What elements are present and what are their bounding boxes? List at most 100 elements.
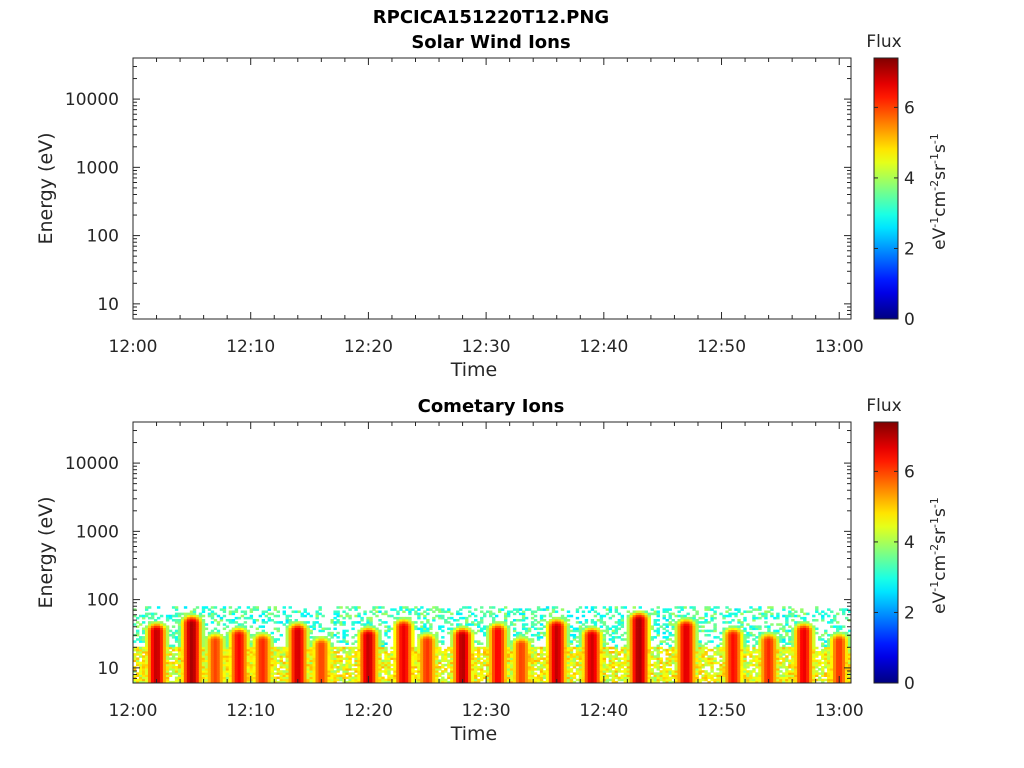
heatmap-cell [165, 646, 170, 650]
heatmap-cell [366, 651, 370, 654]
heatmap-cell [569, 659, 574, 663]
heatmap-cell [138, 672, 143, 675]
heatmap-cell [593, 663, 598, 667]
heatmap-cell [560, 614, 565, 618]
heatmap-cell [147, 668, 152, 671]
heatmap-cell [453, 633, 457, 637]
heatmap-cell [560, 638, 565, 641]
heatmap-cell [210, 616, 215, 620]
heatmap-cell [545, 646, 550, 650]
heatmap-cell [492, 636, 496, 639]
heatmap-cell [548, 640, 553, 643]
heatmap-cell [438, 678, 442, 682]
heatmap-cell [303, 608, 307, 611]
heatmap-cell [462, 640, 466, 643]
heatmap-cell [641, 633, 645, 637]
heatmap-cell [668, 680, 672, 684]
heatmap-cell [180, 655, 185, 658]
heatmap-cell [587, 670, 592, 673]
heatmap-cell [411, 623, 415, 626]
heatmap-cell [629, 638, 634, 641]
heatmap-cell [500, 659, 505, 663]
heatmap-cell [617, 670, 622, 673]
heatmap-cell [417, 614, 421, 618]
heatmap-cell [234, 633, 239, 637]
heatmap-cell [489, 610, 493, 614]
heatmap-cell [605, 670, 610, 673]
heatmap-cell [444, 648, 448, 652]
heatmap-cell [515, 655, 520, 658]
heatmap-cell [477, 672, 481, 675]
heatmap-cell [638, 678, 642, 682]
heatmap-cell [489, 674, 493, 677]
heatmap-cell [492, 642, 496, 646]
heatmap-cell [285, 619, 289, 622]
heatmap-cell [270, 655, 275, 658]
heatmap-cell [348, 678, 352, 682]
heatmap-cell [312, 674, 316, 677]
heatmap-cell [336, 678, 340, 682]
heatmap-cell [423, 663, 427, 667]
heatmap-cell [486, 653, 490, 656]
heatmap-cell [462, 638, 466, 641]
heatmap-cell [587, 627, 592, 631]
heatmap-cell [177, 665, 182, 669]
heatmap-cell [234, 653, 239, 656]
heatmap-cell [614, 636, 619, 639]
heatmap-cell [492, 625, 496, 628]
heatmap-cell [614, 657, 619, 660]
heatmap-cell [456, 629, 460, 633]
heatmap-cell [527, 661, 532, 665]
heatmap-cell [444, 621, 448, 624]
heatmap-cell [551, 672, 556, 675]
heatmap-cell [420, 670, 424, 673]
heatmap-cell [441, 678, 445, 682]
heatmap-cell [240, 642, 245, 646]
heatmap-cell [405, 631, 409, 635]
heatmap-cell [453, 678, 457, 682]
heatmap-cell [306, 676, 310, 680]
heatmap-cell [429, 644, 433, 648]
heatmap-cell [198, 640, 203, 643]
heatmap-cell [465, 674, 469, 677]
heatmap-cell [252, 678, 257, 682]
heatmap-cell [189, 670, 194, 673]
heatmap-cell [650, 653, 654, 656]
heatmap-cell [288, 606, 292, 609]
heatmap-cell [486, 665, 490, 669]
heatmap-cell [246, 631, 251, 635]
heatmap-cell [456, 665, 460, 669]
heatmap-cell [312, 655, 316, 658]
heatmap-cell [276, 621, 280, 624]
heatmap-cell [426, 608, 430, 611]
heatmap-cell [644, 676, 648, 680]
heatmap-cell [563, 653, 568, 656]
heatmap-cell [492, 606, 496, 609]
heatmap-cell [375, 657, 379, 660]
heatmap-cell [351, 668, 355, 671]
heatmap-cell [234, 678, 239, 682]
heatmap-cell [533, 646, 538, 650]
heatmap-cell [417, 640, 421, 643]
heatmap-cell [542, 670, 547, 673]
heatmap-cell [417, 672, 421, 675]
heatmap-cell [560, 627, 565, 631]
heatmap-cell [435, 657, 439, 660]
heatmap-cell [477, 678, 481, 682]
heatmap-cell [548, 653, 553, 656]
heatmap-cell [207, 665, 212, 669]
heatmap-cell [593, 623, 598, 626]
heatmap-cell [393, 657, 397, 660]
heatmap-cell [539, 636, 544, 639]
heatmap-cell [518, 619, 523, 622]
heatmap-cell [512, 648, 517, 652]
heatmap-cell [303, 636, 307, 639]
heatmap-cell [369, 655, 373, 658]
heatmap-cell [483, 633, 487, 637]
heatmap-cell [414, 606, 418, 609]
heatmap-cell [551, 631, 556, 635]
heatmap-cell [524, 646, 529, 650]
heatmap-cell [471, 665, 475, 669]
heatmap-cell [486, 636, 490, 639]
heatmap-cell [177, 680, 182, 684]
